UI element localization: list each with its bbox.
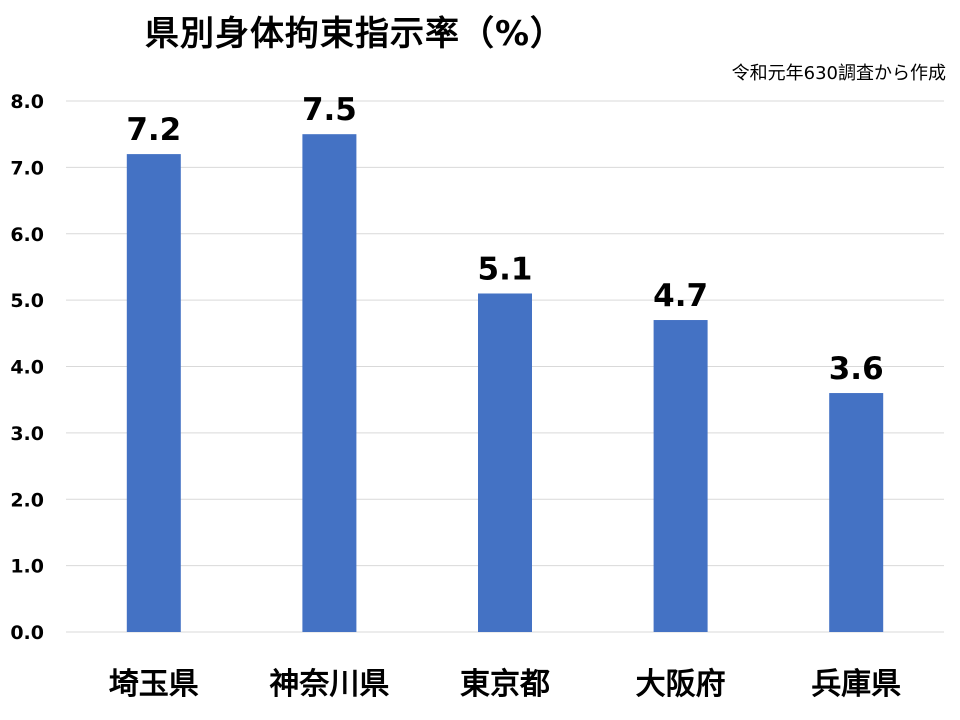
bar [829, 393, 884, 632]
data-label: 3.6 [829, 351, 884, 387]
x-category-label: 東京都 [460, 667, 550, 702]
x-category-label: 兵庫県 [811, 667, 901, 702]
y-tick-label: 6.0 [10, 224, 44, 246]
bars [126, 134, 884, 632]
y-tick-label: 4.0 [10, 357, 44, 379]
data-labels: 7.2 7.5 5.1 4.7 3.6 [126, 92, 883, 387]
x-axis-category-labels: 埼玉県 神奈川県 東京都 大阪府 兵庫県 [109, 667, 901, 702]
x-category-label: 神奈川県 [269, 667, 389, 702]
y-tick-label: 5.0 [10, 290, 44, 312]
data-label: 7.2 [126, 112, 181, 148]
y-tick-label: 7.0 [10, 157, 44, 179]
y-tick-label: 0.0 [10, 622, 44, 644]
data-label: 5.1 [478, 251, 533, 287]
x-category-label: 埼玉県 [109, 667, 199, 702]
y-tick-label: 3.0 [10, 423, 44, 445]
y-tick-label: 8.0 [10, 91, 44, 113]
bar [478, 293, 532, 632]
bar [126, 154, 181, 632]
data-label: 7.5 [302, 92, 357, 128]
chart-subtitle: 令和元年630調査から作成 [731, 63, 946, 84]
x-category-label: 大阪府 [636, 667, 726, 702]
y-axis-tick-labels: 0.0 1.0 2.0 3.0 4.0 5.0 6.0 7.0 8.0 [10, 91, 44, 644]
bar [302, 134, 357, 632]
data-label: 4.7 [653, 278, 708, 314]
bar [653, 320, 708, 632]
y-tick-label: 2.0 [10, 489, 44, 511]
y-tick-label: 1.0 [10, 556, 44, 578]
chart-title: 県別身体拘束指示率（%） [144, 14, 566, 54]
